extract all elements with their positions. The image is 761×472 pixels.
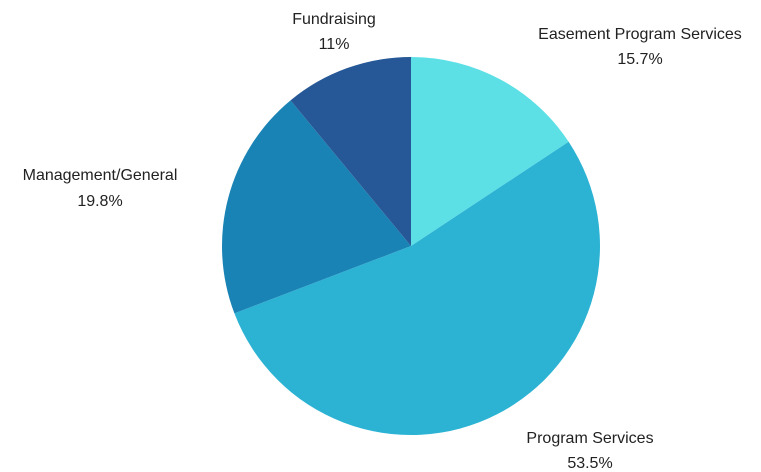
pie-slice-management-general bbox=[221, 100, 411, 314]
slice-value-fundraising: 11% bbox=[319, 36, 350, 53]
slice-value-easement-program-services: 15.7% bbox=[617, 51, 662, 68]
pie-slice-fundraising bbox=[290, 57, 411, 246]
slice-label-easement-program-services: Easement Program Services bbox=[538, 26, 742, 43]
slice-label-management-general: Management/General bbox=[23, 167, 178, 184]
slice-value-program-services: 53.5% bbox=[567, 455, 612, 472]
pie-slices bbox=[221, 57, 600, 436]
slice-label-program-services: Program Services bbox=[526, 430, 653, 447]
slice-value-management-general: 19.8% bbox=[77, 193, 122, 210]
pie-slice-easement-program-services bbox=[411, 57, 569, 246]
slice-label-fundraising: Fundraising bbox=[292, 11, 376, 28]
pie-slice-program-services bbox=[234, 141, 600, 436]
